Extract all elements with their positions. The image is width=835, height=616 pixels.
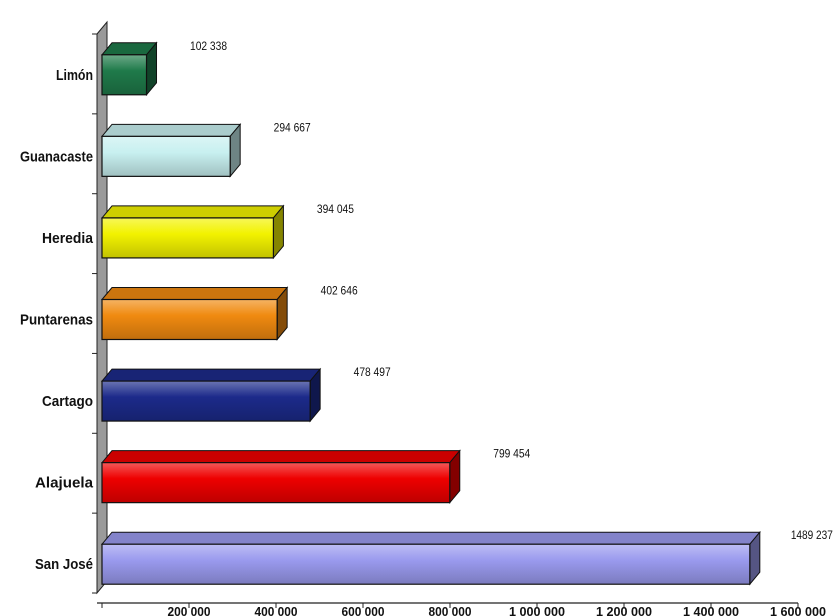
x-tick-label: 200 000 bbox=[168, 604, 211, 616]
value-label: 102 338 bbox=[190, 39, 227, 53]
bar-layer bbox=[100, 41, 761, 586]
value-label: 1489 237 bbox=[791, 528, 833, 542]
bar-top-face bbox=[100, 287, 289, 300]
bar-alajuela bbox=[100, 449, 461, 505]
x-tick-label: 1 600 000 bbox=[770, 604, 826, 616]
x-tick-label: 1 400 000 bbox=[683, 604, 739, 616]
bar-top-face bbox=[100, 123, 242, 137]
value-label: 799 454 bbox=[493, 447, 530, 461]
bar-top-face bbox=[100, 450, 461, 464]
bar-puntarenas bbox=[100, 286, 289, 341]
category-label: Limón bbox=[56, 67, 93, 84]
bar-front-face bbox=[101, 543, 751, 585]
label-layer: 200 000 400 000 600 000 800 000 1 000 000 1 2… bbox=[20, 39, 833, 616]
bar-top-face bbox=[100, 205, 285, 219]
x-tick-label: 600 000 bbox=[342, 604, 385, 616]
x-tick-label: 1 200 000 bbox=[596, 604, 652, 616]
bar-front-face bbox=[101, 462, 451, 504]
bar-guanacaste bbox=[100, 122, 242, 178]
x-tick-label: 1 000 000 bbox=[509, 604, 565, 616]
value-label: 394 045 bbox=[317, 202, 354, 216]
category-label: San José bbox=[35, 556, 93, 573]
x-tick-label: 800 000 bbox=[429, 604, 472, 616]
bar-front-face bbox=[101, 217, 275, 259]
category-label: Heredia bbox=[42, 230, 94, 247]
x-tick-label: 400 000 bbox=[255, 604, 298, 616]
category-label: Puntarenas bbox=[20, 312, 93, 329]
value-label: 294 667 bbox=[274, 120, 311, 134]
bar-front-face bbox=[101, 298, 278, 341]
value-label: 478 497 bbox=[354, 365, 391, 379]
category-label: Guanacaste bbox=[20, 148, 93, 165]
bar-front-face bbox=[101, 135, 231, 177]
bar-top-face bbox=[100, 531, 761, 545]
value-label: 402 646 bbox=[321, 284, 358, 298]
bar-cartago bbox=[100, 367, 322, 423]
bar-limón bbox=[100, 41, 158, 97]
bar-san-josé bbox=[100, 530, 761, 586]
bar-heredia bbox=[100, 204, 285, 260]
bar-front-face bbox=[101, 380, 311, 422]
category-label: Cartago bbox=[42, 393, 93, 410]
bar-top-face bbox=[100, 368, 322, 382]
category-label: Alajuela bbox=[35, 475, 94, 492]
bar-front-face bbox=[101, 54, 148, 96]
